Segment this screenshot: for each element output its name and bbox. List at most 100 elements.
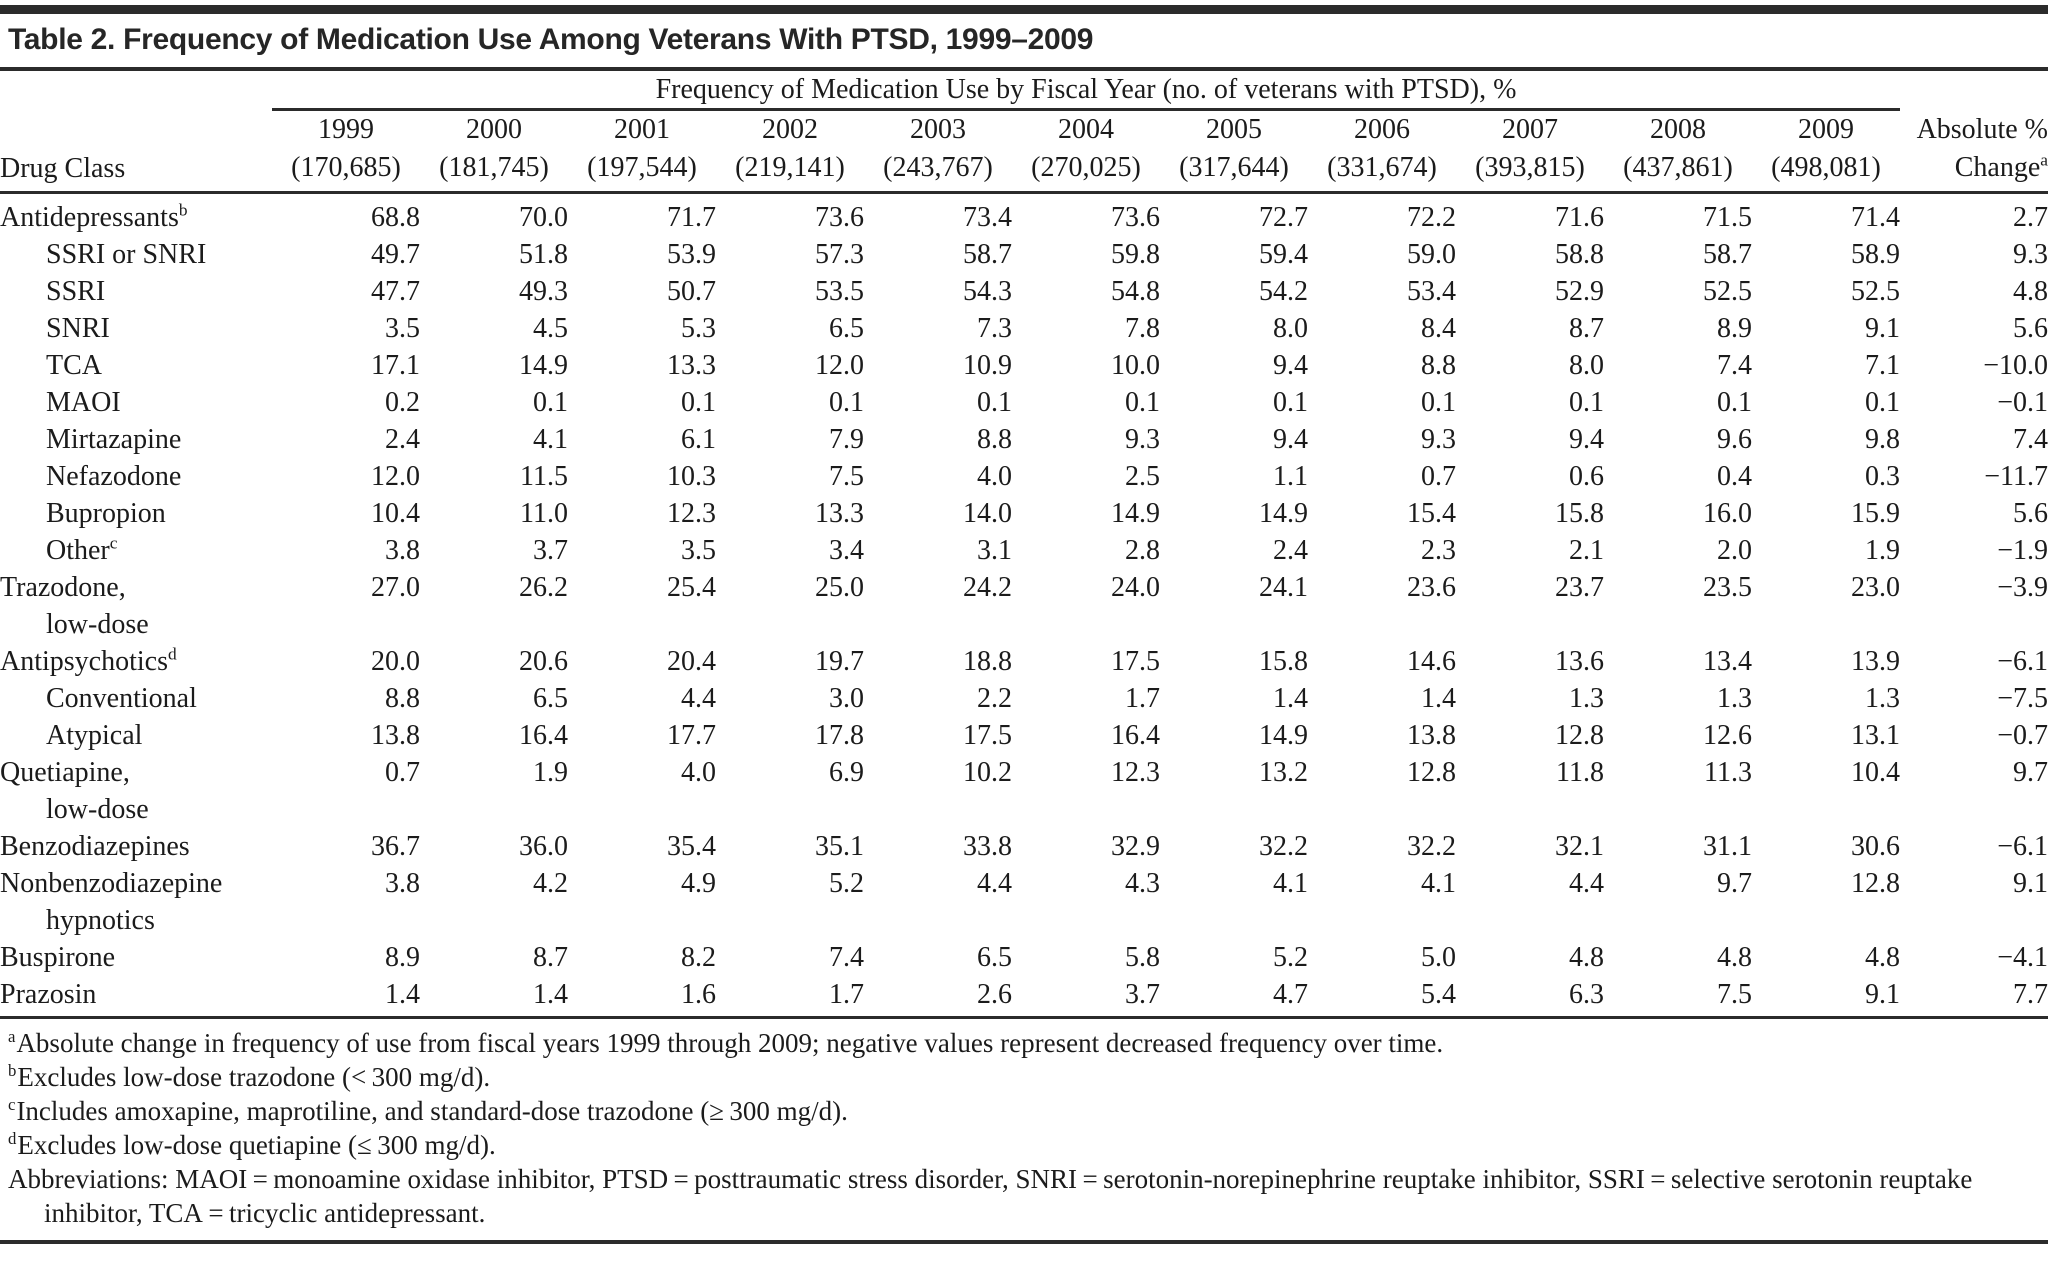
value-cell: 36.0 <box>519 831 568 862</box>
drug-class-label: Antidepressants <box>0 202 179 233</box>
value-cell: 49.7 <box>371 239 420 270</box>
value-cell: 1.4 <box>385 979 420 1010</box>
absolute-change-cell: −7.5 <box>1997 683 2048 714</box>
span-header-spacer-left <box>0 71 272 110</box>
top-rule <box>0 5 2048 14</box>
value-cell: 14.0 <box>963 498 1012 529</box>
veteran-count-label: (219,141) <box>735 152 845 183</box>
year-label: 2002 <box>762 114 818 145</box>
table-row: Prazosin 1.4 1.4 1.6 1.7 2.6 3.7 4.7 5.4… <box>0 976 2048 1013</box>
value-cell: 1.4 <box>533 979 568 1010</box>
value-cell: 14.9 <box>1111 498 1160 529</box>
value-cell: 3.4 <box>829 535 864 566</box>
value-cell: 13.8 <box>371 720 420 751</box>
value-cell: 15.4 <box>1407 498 1456 529</box>
value-cell: 2.1 <box>1569 535 1604 566</box>
absolute-change-cell: 9.1 <box>2013 868 2048 899</box>
value-cell: 13.1 <box>1851 720 1900 751</box>
veteran-count-label: (437,861) <box>1623 152 1733 183</box>
table-row: Benzodiazepines 36.7 36.0 35.4 35.1 33.8… <box>0 828 2048 865</box>
absolute-change-cell: 2.7 <box>2013 202 2048 233</box>
drug-class-label: Quetiapine, <box>0 757 130 788</box>
value-cell: 71.6 <box>1555 202 1604 233</box>
year-label: 2006 <box>1354 114 1410 145</box>
value-cell: 9.8 <box>1865 424 1900 455</box>
value-cell: 2.4 <box>385 424 420 455</box>
absolute-change-cell: 5.6 <box>2013 313 2048 344</box>
drug-class-label: Other <box>46 535 110 566</box>
row-label-cell: Nefazodone <box>0 458 272 495</box>
value-cell: 59.0 <box>1407 239 1456 270</box>
value-cell: 14.9 <box>519 350 568 381</box>
veteran-count-label: (270,025) <box>1031 152 1141 183</box>
table-row: Antipsychoticsd 20.0 20.6 20.4 19.7 18.8… <box>0 643 2048 680</box>
value-cell: 7.4 <box>1717 350 1752 381</box>
table-row: Conventional 8.8 6.5 4.4 3.0 2.2 1.7 1.4… <box>0 680 2048 717</box>
table-body: Antidepressantsb 68.8 70.0 71.7 73.6 73.… <box>0 193 2048 1014</box>
value-cell: 15.8 <box>1259 646 1308 677</box>
value-cell: 3.8 <box>385 535 420 566</box>
drug-class-label: Trazodone, <box>0 572 126 603</box>
value-cell: 73.6 <box>815 202 864 233</box>
absolute-change-cell: 9.7 <box>2013 757 2048 788</box>
value-cell: 19.7 <box>815 646 864 677</box>
value-cell: 6.5 <box>533 683 568 714</box>
table-row: SSRI or SNRI 49.7 51.8 53.9 57.3 58.7 59… <box>0 236 2048 273</box>
value-cell: 26.2 <box>519 572 568 603</box>
row-label-cell: TCA <box>0 347 272 384</box>
value-cell: 14.6 <box>1407 646 1456 677</box>
row-label-cell: Otherc <box>0 532 272 569</box>
value-cell: 32.2 <box>1259 831 1308 862</box>
table-row: SNRI 3.5 4.5 5.3 6.5 7.3 7.8 8.0 8.4 8.7… <box>0 310 2048 347</box>
value-cell: 9.3 <box>1421 424 1456 455</box>
value-cell: 59.8 <box>1111 239 1160 270</box>
year-column-header: 2001 (197,544) <box>568 109 716 194</box>
value-cell: 54.8 <box>1111 276 1160 307</box>
value-cell: 1.3 <box>1717 683 1752 714</box>
absolute-change-cell: 7.4 <box>2013 424 2048 455</box>
value-cell: 27.0 <box>371 572 420 603</box>
value-cell: 16.0 <box>1703 498 1752 529</box>
value-cell: 2.5 <box>1125 461 1160 492</box>
value-cell: 53.9 <box>667 239 716 270</box>
value-cell: 23.0 <box>1851 572 1900 603</box>
value-cell: 12.8 <box>1851 868 1900 899</box>
value-cell: 11.8 <box>1556 757 1604 788</box>
value-cell: 58.7 <box>963 239 1012 270</box>
value-cell: 8.8 <box>977 424 1012 455</box>
value-cell: 4.4 <box>681 683 716 714</box>
value-cell: 7.9 <box>829 424 864 455</box>
table-header: Frequency of Medication Use by Fiscal Ye… <box>0 71 2048 194</box>
absolute-change-cell: −10.0 <box>1983 350 2048 381</box>
table-title: Table 2. Frequency of Medication Use Amo… <box>0 14 2048 71</box>
value-cell: 57.3 <box>815 239 864 270</box>
value-cell: 2.8 <box>1125 535 1160 566</box>
value-cell: 68.8 <box>371 202 420 233</box>
row-label-cell: Bupropion <box>0 495 272 532</box>
value-cell: 1.7 <box>1125 683 1160 714</box>
value-cell: 1.7 <box>829 979 864 1010</box>
value-cell: 15.9 <box>1851 498 1900 529</box>
value-cell: 3.5 <box>681 535 716 566</box>
value-cell: 7.5 <box>829 461 864 492</box>
value-cell: 59.4 <box>1259 239 1308 270</box>
veteran-count-label: (498,081) <box>1771 152 1881 183</box>
drug-class-label: SSRI or SNRI <box>46 239 207 270</box>
abbreviations-note: Abbreviations: MAOI = monoamine oxidase … <box>8 1164 1973 1228</box>
value-cell: 9.1 <box>1865 979 1900 1010</box>
span-header-spacer-right <box>1900 71 2048 110</box>
value-cell: 12.0 <box>371 461 420 492</box>
value-cell: 17.1 <box>371 350 420 381</box>
value-cell: 58.9 <box>1851 239 1900 270</box>
value-cell: 51.8 <box>519 239 568 270</box>
value-cell: 1.9 <box>533 757 568 788</box>
value-cell: 13.2 <box>1259 757 1308 788</box>
value-cell: 0.1 <box>1273 387 1308 418</box>
value-cell: 17.5 <box>963 720 1012 751</box>
value-cell: 4.8 <box>1865 942 1900 973</box>
value-cell: 5.4 <box>1421 979 1456 1010</box>
footnote-text: Includes amoxapine, maprotiline, and sta… <box>16 1096 848 1126</box>
value-cell: 6.5 <box>829 313 864 344</box>
value-cell: 4.5 <box>533 313 568 344</box>
value-cell: 2.3 <box>1421 535 1456 566</box>
